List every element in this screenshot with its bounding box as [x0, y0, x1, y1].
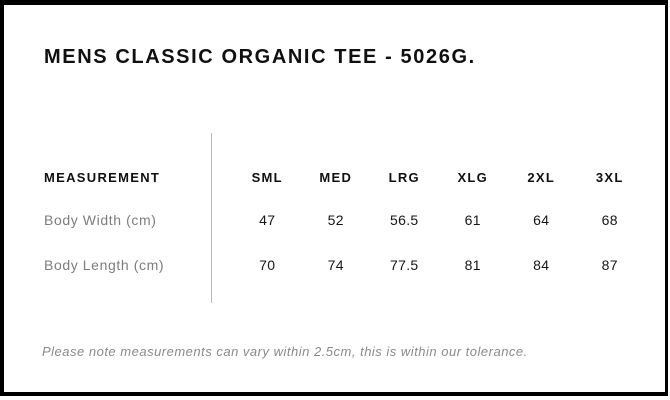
- size-column-header-sml: SML: [251, 170, 283, 185]
- size-column-header-2xl: 2XL: [527, 170, 556, 185]
- body-width-value-cells: 47 52 56.5 61 64 68: [233, 212, 644, 229]
- table-row-body-length: Body Length (cm) 70 74 77.5 81 84 87: [0, 257, 670, 274]
- cell-body-width-3xl: 68: [601, 212, 618, 228]
- body-length-value-cells: 70 74 77.5 81 84 87: [233, 257, 644, 274]
- cell-body-length-3xl: 87: [601, 257, 618, 273]
- cell-body-length-xlg: 81: [464, 257, 481, 273]
- cell-body-width-sml: 47: [259, 212, 276, 228]
- size-column-header-3xl: 3XL: [595, 170, 624, 185]
- cell-body-width-2xl: 64: [533, 212, 550, 228]
- product-title: MENS CLASSIC ORGANIC TEE - 5026G.: [44, 46, 476, 68]
- measurement-column-header: MEASUREMENT: [44, 170, 161, 185]
- tolerance-note: Please note measurements can vary within…: [42, 344, 528, 359]
- column-divider-line: [211, 133, 212, 303]
- size-column-header-med: MED: [319, 170, 353, 185]
- cell-body-length-sml: 70: [259, 257, 276, 273]
- cell-body-width-med: 52: [327, 212, 344, 228]
- cell-body-length-2xl: 84: [533, 257, 550, 273]
- cell-body-length-lrg: 77.5: [390, 257, 419, 273]
- size-column-header-lrg: LRG: [388, 170, 420, 185]
- size-header-cells: SML MED LRG XLG 2XL 3XL: [233, 169, 644, 186]
- size-column-header-xlg: XLG: [457, 170, 489, 185]
- size-chart-header-row: MEASUREMENT SML MED LRG XLG 2XL 3XL: [0, 169, 670, 186]
- row-label-body-length: Body Length (cm): [44, 257, 165, 273]
- cell-body-width-xlg: 61: [464, 212, 481, 228]
- row-label-body-width: Body Width (cm): [44, 212, 157, 228]
- table-row-body-width: Body Width (cm) 47 52 56.5 61 64 68: [0, 212, 670, 229]
- cell-body-width-lrg: 56.5: [390, 212, 419, 228]
- cell-body-length-med: 74: [327, 257, 344, 273]
